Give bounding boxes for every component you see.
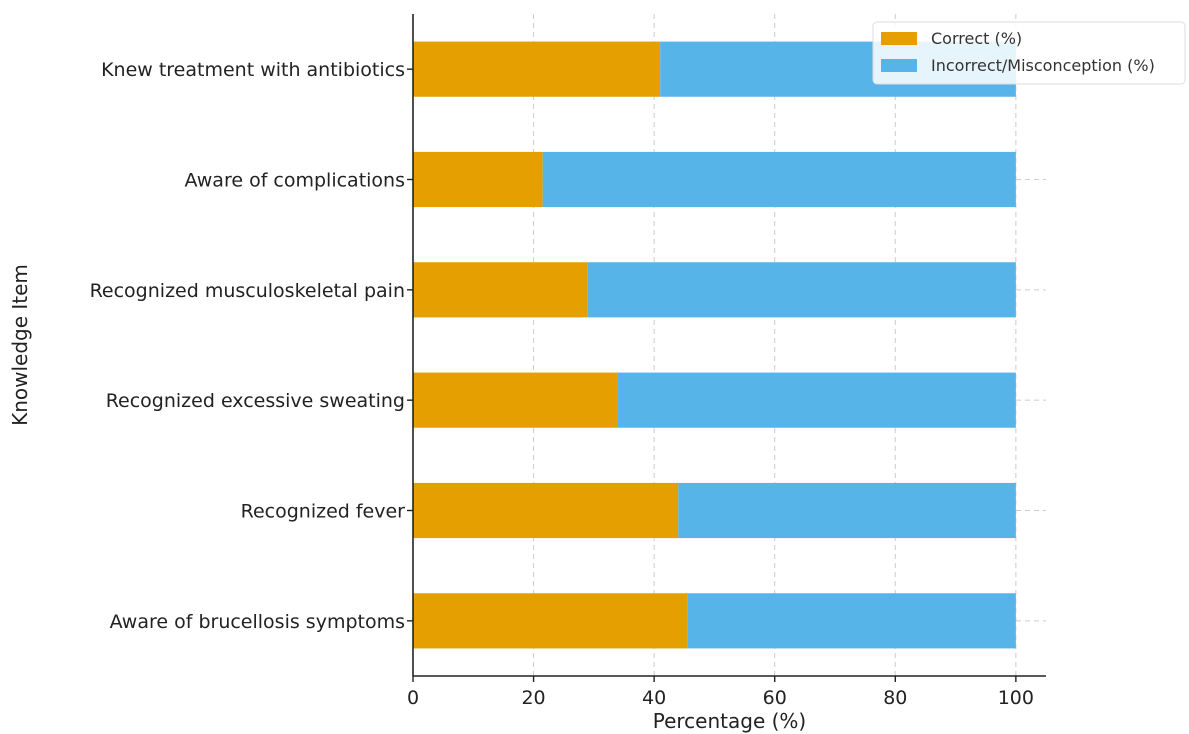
x-tick-label: 0 xyxy=(407,687,419,709)
x-axis-label: Percentage (%) xyxy=(653,709,806,733)
bar-correct-0 xyxy=(413,593,688,649)
bar-incorrect-2 xyxy=(617,372,1016,428)
y-tick-label: Recognized musculoskeletal pain xyxy=(90,280,405,302)
legend-swatch-1 xyxy=(881,59,917,72)
y-tick-label: Recognized fever xyxy=(241,501,406,523)
bar-correct-2 xyxy=(413,372,618,428)
grid-lines xyxy=(412,14,1046,676)
bar-correct-1 xyxy=(413,482,679,539)
y-tick-label: Aware of complications xyxy=(185,170,405,192)
bar-correct-5 xyxy=(413,41,661,97)
axes xyxy=(407,14,1046,682)
x-tick-labels: 0 20 40 60 80 100 xyxy=(407,687,1034,709)
bar-incorrect-4 xyxy=(542,151,1016,208)
bar-incorrect-1 xyxy=(678,482,1016,539)
bar-correct-4 xyxy=(413,151,543,208)
y-tick-label: Aware of brucellosis symptoms xyxy=(110,611,405,633)
x-tick-label: 80 xyxy=(883,687,907,709)
legend-swatch-0 xyxy=(881,32,917,45)
y-tick-label: Knew treatment with antibiotics xyxy=(101,59,405,81)
legend-box xyxy=(872,21,1186,85)
bar-incorrect-0 xyxy=(687,593,1016,649)
x-tick-label: 40 xyxy=(642,687,666,709)
legend-label-1: Incorrect/Misconception (%) xyxy=(931,56,1155,75)
x-tick-label: 20 xyxy=(521,687,545,709)
legend-label-0: Correct (%) xyxy=(931,29,1022,48)
y-tick-label: Recognized excessive sweating xyxy=(106,390,405,412)
x-tick-label: 100 xyxy=(998,687,1034,709)
bar-correct-3 xyxy=(413,262,588,318)
bars xyxy=(413,41,1016,649)
bar-incorrect-3 xyxy=(587,262,1016,318)
legend: Correct (%) Incorrect/Misconception (%) xyxy=(872,21,1186,85)
x-tick-label: 60 xyxy=(763,687,787,709)
y-tick-labels: Aware of brucellosis symptoms Recognized … xyxy=(90,59,406,633)
y-axis-label: Knowledge Item xyxy=(8,264,32,426)
